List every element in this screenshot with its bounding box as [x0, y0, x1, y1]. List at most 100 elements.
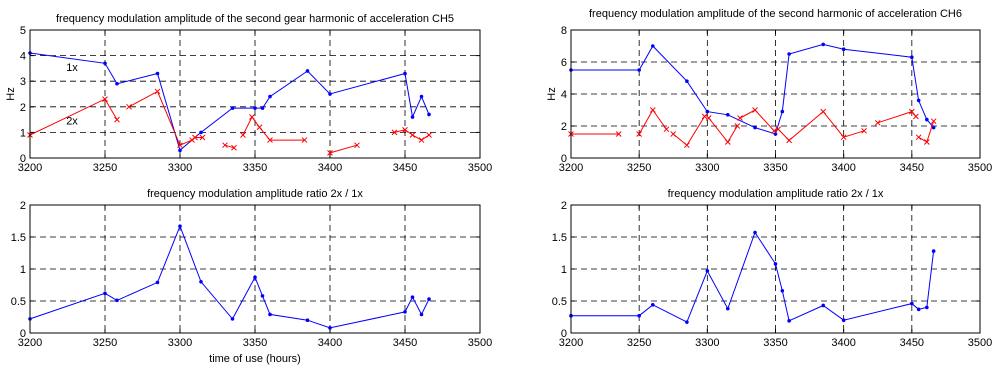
- data-point: [410, 295, 415, 299]
- x-tick-label: 3300: [168, 162, 192, 174]
- data-point: [780, 109, 785, 114]
- data-point: [253, 275, 257, 280]
- data-point: [923, 139, 930, 145]
- data-point: [419, 94, 424, 99]
- data-point: [685, 79, 689, 83]
- x-tick-label: 3350: [243, 337, 267, 349]
- data-point: [705, 115, 712, 121]
- data-point: [916, 307, 921, 312]
- x-tick-label: 3500: [468, 162, 492, 174]
- series-line: [224, 144, 235, 149]
- series-line: [672, 116, 706, 146]
- data-point: [354, 142, 360, 149]
- series-2: [568, 107, 937, 149]
- y-tick-label: 2: [20, 102, 26, 114]
- x-tick-label: 3350: [763, 337, 787, 349]
- data-point: [753, 125, 757, 130]
- data-point: [925, 305, 929, 310]
- data-point: [787, 319, 791, 323]
- y-tick-label: 4: [20, 51, 26, 63]
- data-point: [930, 118, 937, 125]
- data-point: [915, 134, 922, 141]
- data-point: [328, 326, 332, 330]
- data-point: [178, 148, 182, 153]
- x-tick-label: 3350: [243, 162, 267, 174]
- x-tick-label: 3300: [695, 162, 719, 174]
- x-tick-label: 3450: [393, 337, 417, 349]
- data-point: [910, 301, 914, 306]
- data-point: [925, 117, 929, 122]
- data-point: [256, 124, 263, 131]
- data-point: [752, 107, 758, 113]
- data-point: [685, 320, 689, 324]
- x-tick-label: 3400: [318, 337, 342, 349]
- annotation-label: 1x: [66, 62, 78, 74]
- y-tick-label: 0: [20, 153, 26, 165]
- series-line: [242, 116, 305, 141]
- x-axis-label: time of use (hours): [209, 353, 301, 365]
- x-tick-label: 3300: [695, 337, 719, 349]
- chart-title: frequency modulation amplitude ratio 2x …: [668, 188, 884, 200]
- x-tick-label: 3250: [627, 337, 651, 349]
- data-point: [821, 42, 826, 47]
- data-point: [115, 298, 119, 303]
- x-tick-label: 3200: [559, 162, 583, 174]
- data-point: [649, 107, 656, 113]
- chart-3: 3200 3250 3300 3350 3400 3450 3500 0 0.5 1 1.5 2 fre…: [11, 188, 493, 365]
- data-point: [222, 142, 228, 149]
- data-point: [861, 127, 867, 134]
- series-line: [571, 231, 935, 323]
- y-tick-label: 0: [20, 328, 26, 340]
- data-point: [403, 310, 407, 314]
- data-point: [114, 116, 120, 123]
- data-point: [253, 106, 257, 110]
- data-point: [426, 132, 432, 138]
- x-tick-label: 3250: [93, 162, 117, 174]
- y-tick-label: 2: [20, 200, 26, 212]
- data-point: [821, 303, 826, 308]
- data-point: [199, 280, 203, 284]
- y-axis-label: Hz: [5, 87, 17, 100]
- data-point: [178, 224, 182, 228]
- x-tick-label: 3500: [968, 337, 992, 349]
- x-tick-label: 3450: [900, 162, 924, 174]
- series-1: [28, 51, 431, 153]
- data-point: [841, 318, 846, 323]
- data-point: [199, 130, 203, 135]
- series-line: [394, 129, 430, 141]
- data-point: [427, 112, 431, 117]
- y-tick-label: 3: [20, 76, 26, 88]
- y-tick-label: 1.5: [552, 232, 567, 244]
- y-tick-label: 0.5: [552, 296, 567, 308]
- data-point: [916, 98, 921, 103]
- data-point: [419, 312, 424, 317]
- x-tick-label: 3500: [968, 162, 992, 174]
- data-point: [154, 88, 161, 95]
- series-line: [708, 117, 738, 143]
- data-point: [305, 69, 310, 73]
- data-point: [418, 137, 425, 143]
- y-tick-label: 4: [561, 89, 567, 101]
- data-point: [177, 142, 183, 149]
- data-point: [155, 280, 160, 285]
- data-point: [724, 139, 731, 145]
- data-point: [327, 150, 333, 156]
- data-point: [637, 68, 641, 72]
- data-point: [199, 134, 206, 141]
- data-point: [115, 81, 119, 86]
- data-point: [663, 126, 670, 133]
- x-tick-label: 3300: [168, 337, 192, 349]
- series-line: [29, 224, 430, 329]
- data-point: [102, 96, 108, 102]
- y-axis-label: Hz: [546, 87, 558, 100]
- data-point: [684, 142, 690, 149]
- data-point: [737, 115, 743, 121]
- chart-title: frequency modulation amplitude ratio 2x …: [147, 188, 363, 200]
- data-point: [705, 109, 710, 114]
- data-point: [410, 115, 415, 119]
- x-tick-label: 3400: [318, 162, 342, 174]
- data-point: [910, 55, 914, 59]
- data-point: [268, 312, 272, 317]
- series-2: [27, 88, 432, 156]
